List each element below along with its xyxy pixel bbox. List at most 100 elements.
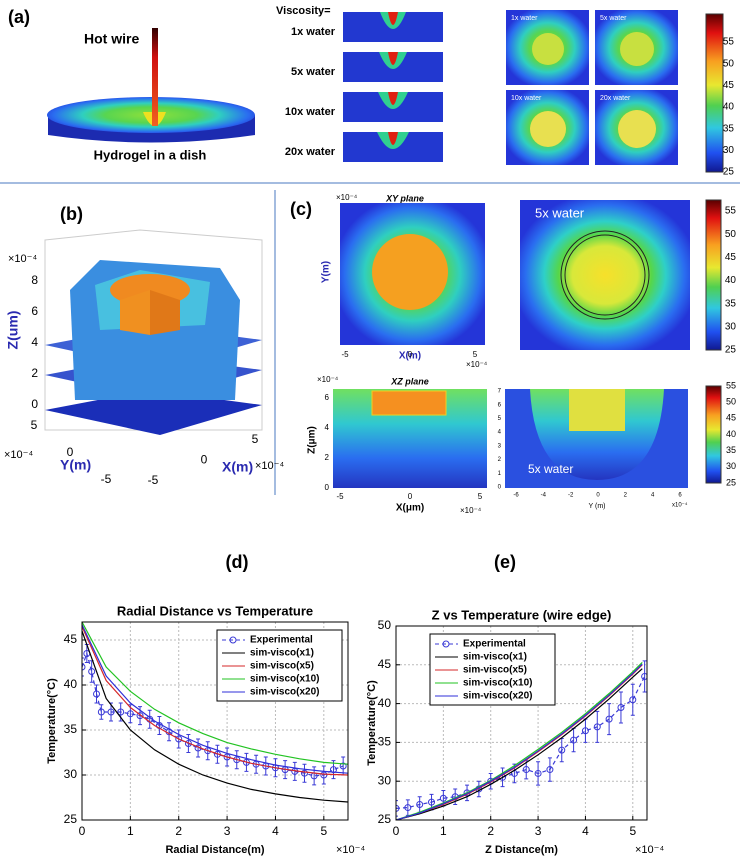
tick-label: 35 [723,123,735,134]
row-label: 20x water [285,146,336,158]
panel-label: (e) [494,552,516,572]
tick-label: 0 [596,493,600,499]
data-point [534,769,542,777]
panel-label: (b) [60,204,83,224]
data-point [396,804,400,812]
tick-label: -4 [541,493,547,499]
legend-label: sim-visco(x1) [463,652,527,663]
row-label: 1x water [291,26,336,38]
error-bar [396,800,398,817]
axis-scale: ×10⁻⁴ [4,449,33,461]
data-point [93,690,101,698]
tick-label: 0 [67,445,74,459]
tick-label: 0 [408,492,413,501]
tick-label: 0 [408,350,413,359]
error-bar [642,660,647,693]
data-point [300,769,308,777]
tick-label: 0 [31,397,38,411]
error-bar [595,710,600,743]
axis-label: Z(um) [5,311,21,350]
tick-label: 0 [498,485,502,491]
colorbar [705,13,724,173]
data-point [175,735,183,743]
tick-label: 5 [31,418,38,432]
tick-label: 2 [325,453,330,462]
error-bar [607,703,612,736]
legend-marker [229,636,237,644]
series-line [82,622,348,765]
tile-label: 20x water [600,95,631,102]
legend-label: sim-visco(x5) [463,665,527,676]
series-line [396,676,646,809]
y-tick-label: 35 [378,735,392,749]
legend-label: sim-visco(x10) [463,678,532,689]
axis-label: Y (m) [589,503,606,510]
tick-label: 55 [723,37,735,48]
tick-label: 40 [726,429,736,439]
tick-label: 7 [498,389,502,395]
y-tick-label: 40 [64,677,78,691]
tick-label: 30 [723,145,735,156]
sim-core [388,12,398,25]
colorbar [705,199,722,351]
tick-label: 4 [325,423,330,432]
tick-label: 50 [726,397,736,407]
x-tick-label: 1 [440,824,447,838]
axis-scale: ×10⁻⁴ [255,460,284,472]
y-tick-label: 25 [64,812,78,826]
tick-label: 2 [624,493,628,499]
hot-region [569,389,625,431]
tick-label: 2 [498,457,502,463]
series-line [82,624,348,774]
tick-label: 5 [498,416,502,422]
tick-label: 55 [725,206,737,217]
legend-label: sim-visco(x5) [250,661,314,672]
series-line [396,662,643,820]
sim-core [388,52,398,65]
y-tick-label: 40 [378,696,392,710]
data-point [428,798,436,806]
data-point [97,708,105,716]
sim-core [388,92,398,105]
data-point [629,696,637,704]
axis-scale: ×10⁻⁴ [466,360,488,369]
tick-label: -2 [568,493,574,499]
y-axis-label: Temperature(°C) [46,678,58,764]
plot-frame [81,621,349,821]
x-axis-label: Radial Distance(m) [165,844,264,856]
x-axis-label: Z Distance(m) [485,844,558,856]
tick-label: 1 [498,471,502,477]
label: Viscosity= [276,5,331,17]
sim-core [388,132,398,145]
hot-region [618,110,656,148]
data-point [605,715,613,723]
legend-label: sim-visco(x20) [463,691,532,702]
plot-title: XZ plane [390,376,429,386]
data-point [558,746,566,754]
x-tick-label: 3 [535,824,542,838]
tick-label: 25 [723,167,735,178]
tick-label: 40 [725,275,737,286]
x-tick-label: 0 [393,824,400,838]
data-point [522,766,530,774]
y-tick-label: 35 [64,722,78,736]
axis-label: X(μm) [396,503,424,514]
y-tick-label: 25 [378,812,392,826]
series-group [396,660,647,820]
contour [564,234,646,316]
error-bar [536,761,541,786]
axis-scale: ×10⁻⁴ [460,506,482,515]
heat-region [530,389,664,480]
x-tick-label: 1 [127,824,134,838]
x-tick-label: 3 [224,824,231,838]
tick-label: 40 [723,102,735,113]
error-bar [292,761,297,781]
error-bar [618,691,623,724]
data-point [416,800,424,808]
label: Hot wire [84,31,139,47]
tick-label: 5 [478,492,483,501]
panel-label: (c) [290,199,312,219]
error-bar [630,683,635,716]
caption: 5x water [528,462,573,476]
